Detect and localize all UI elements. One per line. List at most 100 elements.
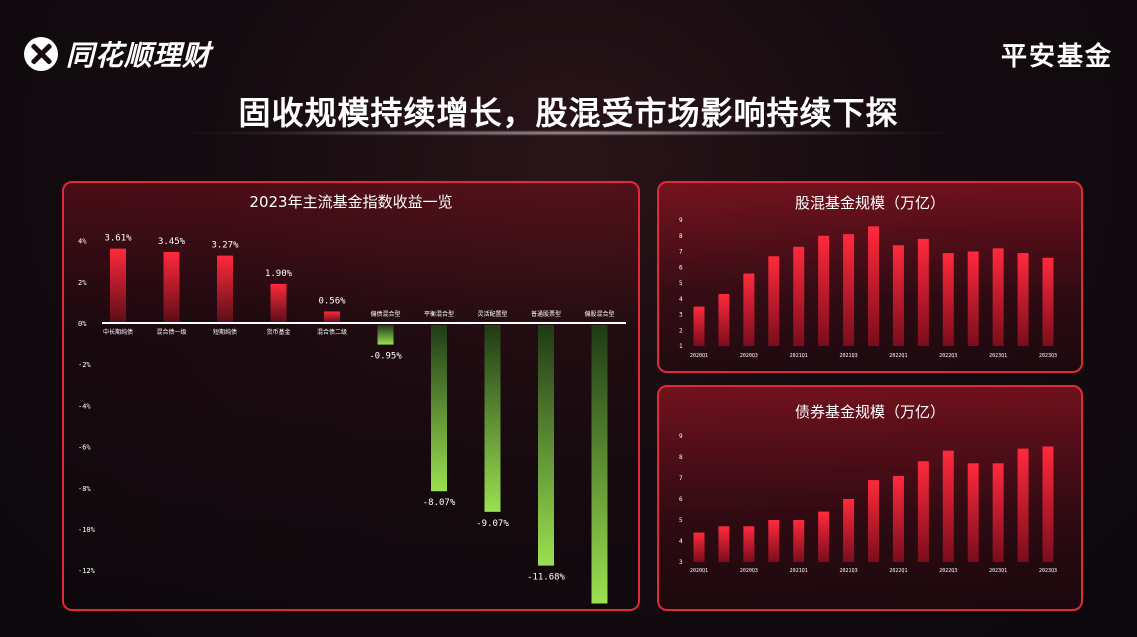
- data-label: 3.61%: [104, 234, 132, 244]
- data-label: 0.56%: [318, 296, 346, 306]
- bar: [217, 255, 233, 323]
- xtick-label: 2020Q3: [740, 353, 758, 359]
- data-label: 1.90%: [265, 269, 293, 279]
- ytick-label: 5: [679, 517, 683, 524]
- ytick-label: 5: [679, 280, 683, 287]
- bar: [1017, 448, 1029, 562]
- ytick-label: 4: [679, 296, 683, 303]
- bar: [1042, 257, 1054, 346]
- bar: [967, 463, 979, 562]
- xtick-label: 2020Q1: [690, 568, 708, 574]
- bar: [818, 511, 830, 562]
- bar: [818, 235, 830, 346]
- xtick-label: 2023Q1: [989, 568, 1007, 574]
- bar: [431, 325, 447, 492]
- ytick-label: 2: [679, 327, 683, 334]
- ytick-label: 8: [679, 454, 683, 461]
- bar: [110, 248, 126, 323]
- category-label: 偏股混合型: [584, 310, 614, 318]
- ytick-label: -6%: [78, 444, 91, 452]
- ytick-label: 6: [679, 264, 683, 271]
- ytick-label: 3: [679, 312, 683, 319]
- ytick-label: 9: [679, 217, 683, 224]
- bar: [843, 234, 855, 346]
- bar: [591, 325, 608, 604]
- bar: [743, 526, 755, 562]
- xtick-label: 2023Q3: [1039, 353, 1057, 359]
- ytick-label: -10%: [78, 526, 96, 534]
- ytick-label: 0%: [78, 320, 87, 328]
- bar: [768, 256, 780, 346]
- bar: [992, 463, 1004, 562]
- ytick-label: 8: [679, 233, 683, 240]
- xtick-label: 2023Q3: [1039, 568, 1057, 574]
- page-headline: 固收规模持续增长，股混受市场影响持续下探: [238, 94, 899, 132]
- xtick-label: 2022Q3: [939, 568, 957, 574]
- ytick-label: 7: [679, 249, 683, 256]
- data-label: -11.68%: [527, 573, 566, 583]
- xtick-label: 2021Q1: [790, 353, 808, 359]
- category-label: 灵活配置型: [477, 310, 507, 318]
- category-label: 短期纯债: [213, 328, 237, 336]
- bar: [942, 450, 954, 562]
- category-label: 普通股票型: [531, 310, 561, 318]
- xtick-label: 2021Q3: [840, 353, 858, 359]
- category-label: 中长期纯债: [103, 328, 133, 336]
- xtick-label: 2022Q3: [939, 353, 957, 359]
- category-label: 偏债混合型: [370, 310, 400, 318]
- category-label: 货币基金: [266, 328, 290, 336]
- bar: [868, 226, 879, 346]
- tonghuashun-logo-icon: [24, 37, 58, 71]
- ytick-label: 9: [679, 433, 683, 440]
- ytick-label: -12%: [78, 567, 96, 575]
- category-label: 混合债一级: [156, 328, 186, 336]
- ytick-label: -2%: [78, 361, 91, 369]
- pingan-fund-logo: 平安基金: [1000, 42, 1113, 72]
- bar: [377, 325, 394, 345]
- data-label: -8.07%: [423, 498, 456, 508]
- ytick-label: -4%: [78, 402, 91, 410]
- bar: [768, 520, 780, 562]
- bar: [693, 306, 705, 346]
- bar: [538, 325, 554, 566]
- bar: [868, 480, 879, 562]
- bar: [718, 294, 730, 346]
- bar: [163, 251, 180, 323]
- bar: [892, 475, 904, 562]
- bar: [693, 532, 705, 562]
- bond-fund-scale-title: 债券基金规模（万亿）: [794, 403, 945, 421]
- bar: [967, 251, 979, 346]
- xtick-label: 2020Q1: [690, 353, 708, 359]
- ytick-label: 1: [679, 343, 683, 350]
- category-label: 混合债二级: [317, 328, 347, 336]
- bar: [484, 325, 501, 512]
- xtick-label: 2020Q3: [740, 568, 758, 574]
- bar: [992, 248, 1004, 346]
- data-label: 3.27%: [211, 241, 239, 251]
- data-label: -9.07%: [476, 519, 509, 529]
- bar: [793, 246, 805, 346]
- bar: [324, 311, 340, 323]
- category-label: 平衡混合型: [424, 310, 454, 318]
- equity-hybrid-scale-title: 股混基金规模（万亿）: [794, 194, 945, 212]
- bar: [1042, 446, 1054, 562]
- data-label: 3.45%: [158, 237, 186, 247]
- bar: [917, 461, 929, 562]
- bar: [743, 273, 755, 346]
- equity-hybrid-scale-panel: 股混基金规模（万亿） 1 2 3 4 5 6 7 8 9 2020Q1 2020Q3 2021Q1 20…: [657, 181, 1083, 373]
- bar: [1017, 253, 1029, 346]
- xtick-label: 2021Q1: [790, 568, 808, 574]
- tonghuashun-logo: 同花顺理财: [24, 34, 211, 74]
- headline-underline-glow: [190, 130, 947, 136]
- data-label: -0.95%: [369, 352, 402, 362]
- xtick-label: 2022Q1: [889, 353, 907, 359]
- xtick-label: 2023Q1: [989, 353, 1007, 359]
- bar: [270, 283, 287, 323]
- index-returns-panel: 2023年主流基金指数收益一览 4% 2% 0% -2% -4% -6% -8% -10% -1…: [62, 181, 640, 611]
- bar: [718, 526, 730, 562]
- bar: [843, 499, 855, 562]
- equity-hybrid-scale-chart: 1 2 3 4 5 6 7 8 9 2020Q1 2020Q3 2021Q1 2021Q3 2022Q1 2…: [679, 217, 1057, 359]
- ytick-label: 7: [679, 475, 683, 482]
- bar: [942, 253, 954, 346]
- ytick-label: 4%: [78, 238, 87, 246]
